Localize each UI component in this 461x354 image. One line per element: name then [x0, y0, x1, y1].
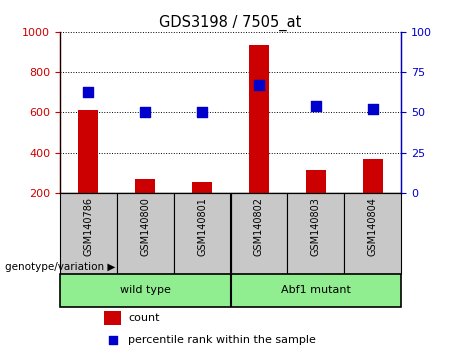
- Text: genotype/variation ▶: genotype/variation ▶: [5, 262, 115, 272]
- Point: [255, 82, 263, 88]
- Bar: [306, 170, 326, 193]
- Bar: [287, 193, 344, 274]
- Text: count: count: [128, 313, 160, 322]
- Text: GSM140801: GSM140801: [197, 197, 207, 256]
- Point: [109, 337, 117, 343]
- Point: [142, 110, 149, 115]
- Text: GSM140804: GSM140804: [367, 197, 378, 256]
- Point: [85, 88, 92, 94]
- Bar: [104, 311, 121, 325]
- Text: percentile rank within the sample: percentile rank within the sample: [128, 335, 316, 345]
- Text: GSM140802: GSM140802: [254, 197, 264, 256]
- Bar: [174, 193, 230, 274]
- Bar: [78, 110, 98, 193]
- Bar: [363, 159, 383, 193]
- Bar: [117, 193, 174, 274]
- Text: GSM140786: GSM140786: [83, 197, 94, 256]
- Point: [312, 103, 319, 109]
- Bar: [249, 45, 269, 193]
- Text: GSM140803: GSM140803: [311, 197, 321, 256]
- Point: [198, 110, 206, 115]
- Bar: [135, 179, 155, 193]
- Text: Abf1 mutant: Abf1 mutant: [281, 285, 351, 295]
- Bar: [60, 193, 117, 274]
- Point: [369, 107, 376, 112]
- Text: GSM140800: GSM140800: [140, 197, 150, 256]
- Bar: [192, 182, 212, 193]
- Title: GDS3198 / 7505_at: GDS3198 / 7505_at: [160, 14, 301, 30]
- Bar: [230, 193, 287, 274]
- Bar: [344, 193, 401, 274]
- Text: wild type: wild type: [120, 285, 171, 295]
